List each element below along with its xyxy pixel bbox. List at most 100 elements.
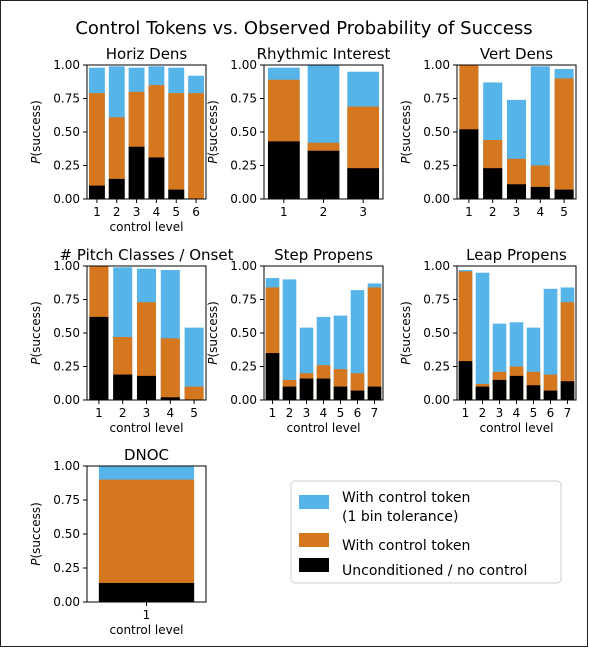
y-tick-label: 1.00	[230, 259, 257, 273]
legend-swatch	[299, 558, 329, 572]
bar-unconditioned	[458, 361, 473, 400]
bar-unconditioned	[265, 353, 280, 400]
y-axis-label: P(success)	[399, 100, 413, 164]
chart-panel: 0.00 0.25 0.50 0.75 1.00 1 2 3 Rhythmic Interest…	[206, 45, 391, 219]
y-tick-label: 0.00	[423, 192, 450, 206]
bar-unconditioned	[136, 375, 157, 400]
y-tick-label: 0.00	[423, 393, 450, 407]
x-axis-label: control level	[110, 220, 184, 234]
bar-token	[108, 117, 125, 199]
x-tick-label: 4	[153, 205, 161, 219]
x-tick-label: 3	[496, 406, 504, 420]
bar-unconditioned	[506, 184, 527, 199]
bar-unconditioned	[475, 386, 490, 400]
x-tick-label: 4	[513, 406, 521, 420]
panel-title: Horiz Dens	[106, 45, 188, 63]
y-axis-label: P(success)	[29, 100, 43, 164]
y-tick-label: 0.25	[53, 360, 80, 374]
x-tick-label: 2	[119, 406, 127, 420]
panel-title: Step Propens	[274, 246, 373, 264]
y-tick-label: 0.25	[53, 159, 80, 173]
x-tick-label: 5	[530, 406, 538, 420]
bar-unconditioned	[459, 129, 479, 199]
bar-unconditioned	[560, 381, 575, 400]
bar-tolerance	[475, 272, 490, 400]
bar-unconditioned	[350, 390, 365, 400]
x-tick-label: 3	[513, 205, 521, 219]
y-tick-label: 1.00	[53, 259, 80, 273]
y-tick-label: 1.00	[53, 58, 80, 72]
x-tick-label: 2	[286, 406, 294, 420]
bar-tolerance	[184, 327, 204, 400]
bar-unconditioned	[492, 379, 507, 400]
bar-token	[88, 93, 105, 199]
x-tick-label: 4	[166, 406, 174, 420]
bar-unconditioned	[554, 189, 574, 199]
legend-swatch	[299, 495, 329, 509]
y-tick-label: 0.50	[53, 326, 80, 340]
x-tick-label: 2	[489, 205, 497, 219]
bar-unconditioned	[316, 378, 331, 400]
bar-unconditioned	[160, 397, 180, 400]
bar-unconditioned	[98, 582, 195, 602]
bar-unconditioned	[113, 374, 133, 400]
y-tick-label: 0.25	[423, 360, 450, 374]
y-tick-label: 1.00	[423, 58, 450, 72]
x-tick-label: 4	[320, 406, 328, 420]
x-axis-label: control level	[287, 421, 361, 435]
legend-box	[290, 480, 562, 584]
bar-unconditioned	[526, 385, 541, 400]
bar-token	[98, 479, 195, 602]
x-tick-label: 1	[95, 406, 103, 420]
y-tick-label: 0.25	[53, 561, 80, 575]
bar-unconditioned	[168, 189, 185, 199]
y-axis-label: P(success)	[206, 100, 220, 164]
x-tick-label: 5	[190, 406, 198, 420]
y-axis-label: P(success)	[29, 502, 43, 566]
x-tick-label: 1	[462, 406, 470, 420]
x-tick-label: 5	[560, 205, 568, 219]
y-tick-label: 1.00	[230, 58, 257, 72]
y-tick-label: 0.25	[230, 159, 257, 173]
bar-token	[560, 302, 575, 400]
bar-unconditioned	[299, 378, 314, 400]
chart-panel: 0.00 0.25 0.50 0.75 1.00 1 2 3 4 5 6 7 Step Propens c…	[206, 246, 384, 435]
x-tick-label: 2	[320, 205, 328, 219]
bar-unconditioned	[543, 390, 558, 400]
x-tick-label: 6	[192, 205, 200, 219]
bar-token	[136, 302, 157, 400]
bar-unconditioned	[267, 141, 300, 199]
chart-panel: 0.00 0.25 0.50 0.75 1.00 1 2 3 4 5 6 Horiz Dens cont…	[29, 45, 207, 234]
x-axis-label: control level	[110, 623, 184, 637]
y-tick-label: 0.00	[53, 192, 80, 206]
chart-panel: 0.00 0.25 0.50 0.75 1.00 1 2 3 4 5 6 7 Leap Propens c…	[399, 246, 577, 435]
bar-unconditioned	[333, 386, 348, 400]
figure-title: Control Tokens vs. Observed Probability …	[75, 18, 532, 39]
bar-token	[554, 78, 574, 199]
x-tick-label: 1	[280, 205, 288, 219]
y-tick-label: 0.75	[53, 92, 80, 106]
legend-label: Unconditioned / no control	[342, 563, 527, 579]
bar-unconditioned	[367, 386, 382, 400]
y-tick-label: 0.75	[230, 293, 257, 307]
bar-tolerance	[543, 288, 558, 400]
bar-unconditioned	[307, 150, 340, 199]
y-tick-label: 0.50	[230, 326, 257, 340]
bar-token	[160, 338, 180, 400]
y-tick-label: 0.00	[230, 192, 257, 206]
x-axis-label: control level	[480, 421, 554, 435]
bar-token	[367, 287, 382, 400]
y-tick-label: 0.75	[53, 293, 80, 307]
panel-title: DNOC	[124, 446, 169, 464]
x-tick-label: 4	[536, 205, 544, 219]
x-tick-label: 2	[113, 205, 121, 219]
y-tick-label: 0.75	[53, 493, 80, 507]
x-tick-label: 3	[143, 406, 151, 420]
bar-unconditioned	[282, 386, 297, 400]
legend: With control token (1 bin tolerance) With …	[290, 480, 562, 584]
y-tick-label: 0.50	[53, 125, 80, 139]
x-tick-label: 3	[303, 406, 311, 420]
y-tick-label: 0.50	[230, 125, 257, 139]
panel-title: Rhythmic Interest	[257, 45, 391, 63]
legend-label: With control token	[342, 538, 470, 554]
